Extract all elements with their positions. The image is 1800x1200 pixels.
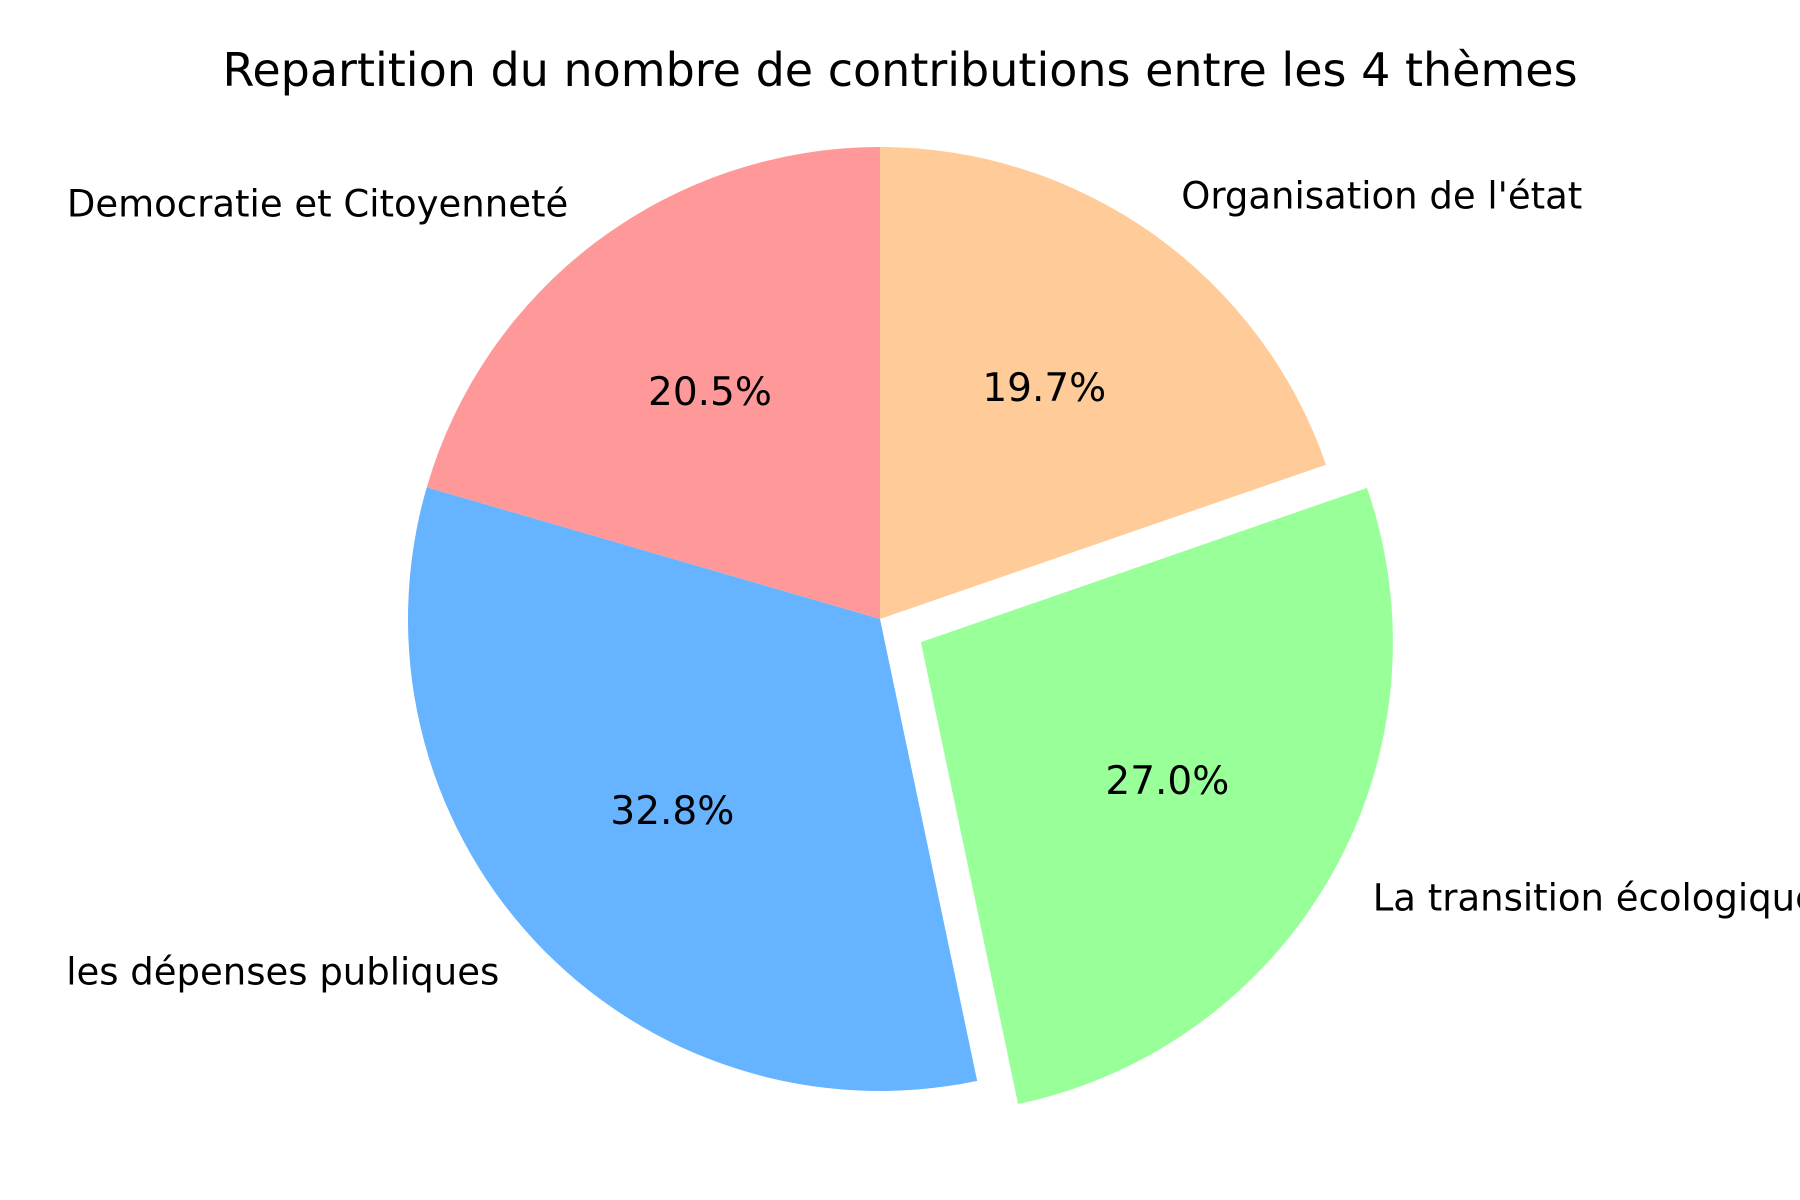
pie-slices (408, 147, 1393, 1105)
pie-slice (920, 487, 1393, 1105)
pie-slice (880, 147, 1327, 619)
slice-label: les dépenses publiques (66, 951, 499, 994)
percent-label: 27.0% (1105, 759, 1229, 804)
percent-label: 19.7% (982, 366, 1106, 411)
slice-label: Organisation de l'état (1181, 175, 1582, 218)
pie-slice (426, 147, 880, 619)
pie-slice (408, 487, 978, 1092)
percent-label: 32.8% (610, 789, 734, 834)
percent-label: 20.5% (648, 370, 772, 415)
slice-labels: Democratie et Citoyenneté les dépenses pu… (66, 175, 1800, 994)
percent-labels: 20.5% 32.8% 27.0% 19.7% (610, 366, 1229, 834)
slice-label: La transition écologique (1373, 876, 1800, 919)
chart-title: Repartition du nombre de contributions e… (222, 43, 1577, 97)
slice-label: Democratie et Citoyenneté (67, 182, 568, 225)
